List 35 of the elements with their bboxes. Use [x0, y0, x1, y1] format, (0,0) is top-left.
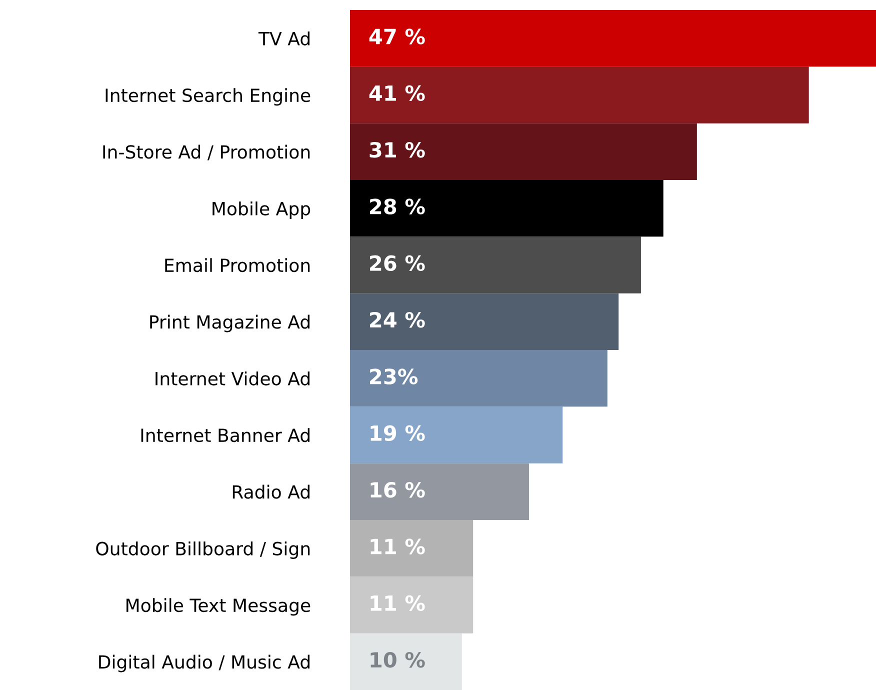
data-label: 19 %	[370, 425, 425, 442]
bar	[350, 463, 530, 520]
y-tick-label: In-Store Ad / Promotion	[103, 144, 310, 160]
bar	[350, 180, 664, 237]
bar	[350, 123, 697, 180]
y-tick-label: Digital Audio / Music Ad	[99, 654, 310, 672]
data-label: 10 %	[370, 652, 425, 668]
y-tick-label: Outdoor Billboard / Sign	[96, 541, 310, 559]
y-tick-label: TV Ad	[258, 31, 310, 46]
data-label: 26 %	[370, 255, 425, 272]
bar	[350, 66, 809, 124]
data-label: 31 %	[370, 142, 425, 158]
bar	[350, 293, 619, 350]
data-label: 24 %	[370, 312, 425, 328]
data-label: 47 %	[369, 28, 425, 44]
data-label: 41 %	[369, 85, 425, 102]
bar	[350, 576, 474, 634]
data-label: 28 %	[370, 198, 425, 214]
bar	[350, 520, 474, 577]
y-tick-label: Print Magazine Ad	[150, 314, 310, 332]
data-label: 16 %	[370, 482, 425, 498]
data-label: 23%	[370, 368, 418, 384]
y-tick-label: Mobile Text Message	[126, 598, 310, 616]
y-tick-label: Mobile App	[212, 201, 310, 219]
y-tick-label: Email Promotion	[165, 258, 310, 272]
bar	[350, 633, 462, 690]
y-tick-label: Radio Ad	[232, 484, 310, 499]
bar	[350, 406, 563, 464]
bar	[350, 10, 876, 67]
bar	[350, 350, 608, 407]
y-tick-label: Internet Search Engine	[106, 88, 310, 106]
data-label: 11 %	[370, 538, 425, 554]
y-tick-label: Internet Banner Ad	[141, 428, 310, 442]
y-tick-label: Internet Video Ad	[156, 371, 310, 386]
bar	[350, 236, 641, 294]
